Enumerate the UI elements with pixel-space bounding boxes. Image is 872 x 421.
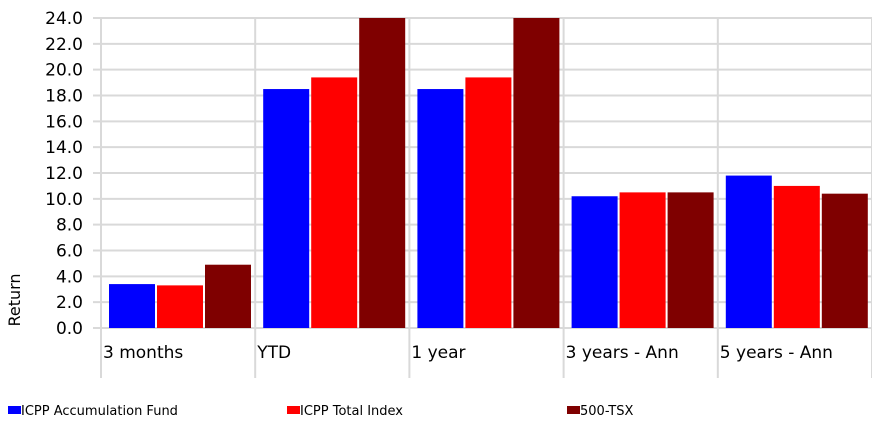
legend-label: 500-TSX	[580, 404, 634, 419]
bars	[109, 18, 868, 329]
y-tick-label: 8.0	[56, 216, 83, 236]
bar	[773, 185, 820, 328]
x-tick-label: YTD	[256, 343, 291, 363]
y-tick-label: 4.0	[56, 267, 83, 287]
bar	[725, 175, 772, 328]
bar	[359, 18, 406, 328]
x-tick-label: 3 months	[103, 343, 183, 363]
y-tick-label: 20.0	[45, 61, 83, 81]
y-tick-label: 12.0	[45, 164, 83, 184]
bar	[109, 284, 155, 328]
bar	[157, 285, 203, 328]
bar	[263, 89, 310, 329]
y-tick-label: 14.0	[45, 138, 83, 158]
bar	[571, 196, 618, 328]
bar	[513, 18, 560, 328]
legend-swatch	[287, 406, 300, 414]
y-tick-label: 22.0	[45, 35, 83, 55]
y-tick-label: 24.0	[45, 9, 83, 29]
y-tick-label: 18.0	[45, 87, 83, 107]
x-tick-label: 1 year	[411, 343, 465, 363]
y-axis-label: Return	[5, 273, 24, 326]
legend-label: ICPP Total Index	[300, 404, 403, 419]
legend-swatch	[8, 406, 21, 414]
bar	[311, 77, 358, 329]
y-tick-label: 16.0	[45, 112, 83, 132]
y-tick-label: 6.0	[56, 242, 83, 262]
bar	[205, 264, 251, 328]
bar	[465, 77, 512, 329]
bar	[619, 192, 666, 328]
x-tick-label: 3 years - Ann	[566, 343, 679, 363]
y-tick-label: 2.0	[56, 293, 83, 313]
bar	[821, 193, 868, 328]
legend-label: ICPP Accumulation Fund	[21, 404, 178, 419]
legend-swatch	[567, 406, 580, 414]
bar	[417, 89, 464, 329]
bar	[667, 192, 714, 328]
y-tick-label: 0.0	[56, 319, 83, 339]
x-tick-label: 5 years - Ann	[720, 343, 833, 363]
y-tick-label: 10.0	[45, 190, 83, 210]
